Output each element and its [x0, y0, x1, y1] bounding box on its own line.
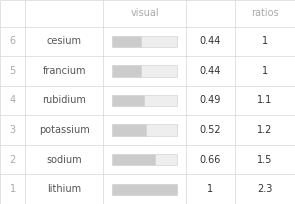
Text: 0.44: 0.44 [199, 36, 221, 46]
Text: 0.49: 0.49 [199, 95, 221, 105]
Text: 6: 6 [9, 36, 16, 46]
Text: 1: 1 [262, 36, 268, 46]
Bar [112, 36, 141, 47]
Text: potassium: potassium [39, 125, 90, 135]
Text: 0.66: 0.66 [199, 155, 221, 165]
Text: 1: 1 [9, 184, 16, 194]
Bar [155, 154, 177, 165]
Text: ratios: ratios [251, 8, 278, 18]
Text: 0.52: 0.52 [199, 125, 221, 135]
Text: 2.3: 2.3 [257, 184, 273, 194]
Text: 1.1: 1.1 [257, 95, 272, 105]
Bar [146, 124, 177, 136]
Bar [112, 124, 146, 136]
Text: 1: 1 [207, 184, 213, 194]
Bar [144, 95, 177, 106]
Text: 1.2: 1.2 [257, 125, 273, 135]
Text: visual: visual [130, 8, 159, 18]
Text: 2: 2 [9, 155, 16, 165]
Bar [112, 65, 141, 76]
Text: cesium: cesium [47, 36, 82, 46]
Bar [112, 95, 144, 106]
Bar [112, 184, 177, 195]
Bar [141, 65, 177, 76]
Text: lithium: lithium [47, 184, 81, 194]
Text: sodium: sodium [46, 155, 82, 165]
Text: 1: 1 [262, 66, 268, 76]
Bar [141, 36, 177, 47]
Bar [112, 154, 155, 165]
Text: 0.44: 0.44 [199, 66, 221, 76]
Text: rubidium: rubidium [42, 95, 86, 105]
Text: 3: 3 [9, 125, 16, 135]
Text: 1.5: 1.5 [257, 155, 273, 165]
Text: 4: 4 [9, 95, 16, 105]
Text: francium: francium [42, 66, 86, 76]
Text: 5: 5 [9, 66, 16, 76]
